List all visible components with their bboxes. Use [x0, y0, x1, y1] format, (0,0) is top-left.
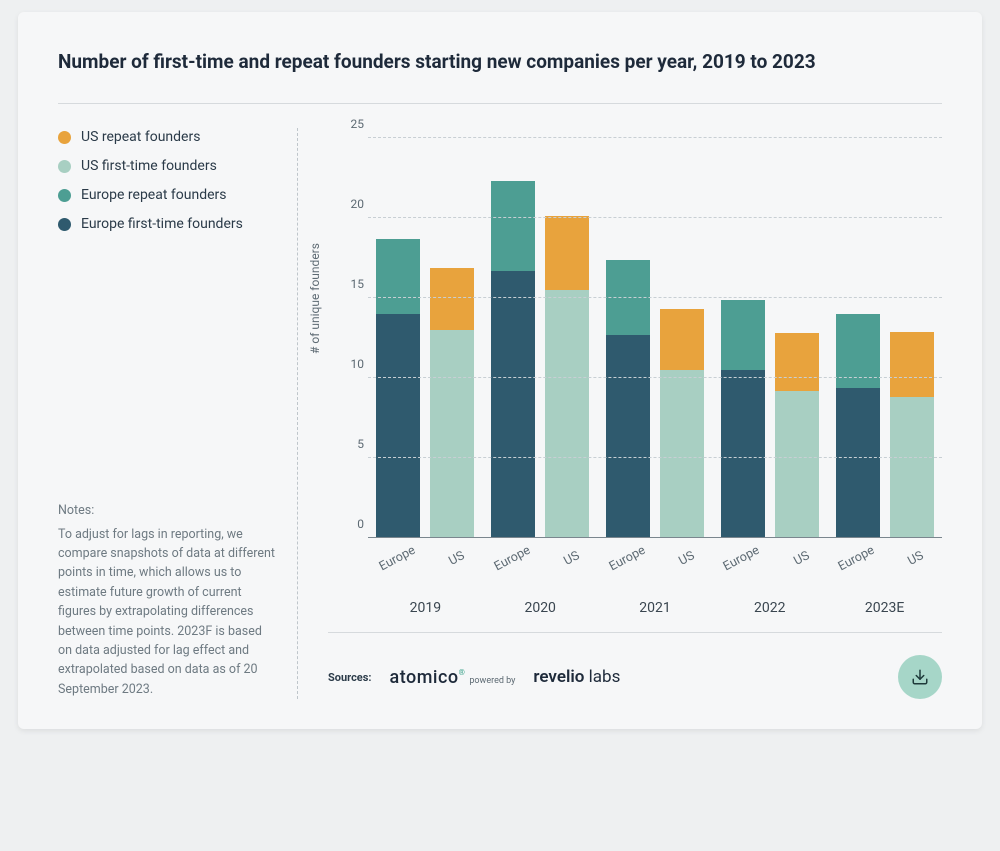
bar-segment-repeat: [545, 216, 589, 290]
brand-atomico: atomico® powered by: [390, 667, 516, 688]
x-category-label: Europe: [377, 543, 418, 574]
powered-by-label: powered by: [469, 676, 515, 686]
download-icon: [911, 668, 929, 686]
chart-wrap: # of unique founders EuropeUSEuropeUSEur…: [328, 128, 942, 616]
bar-segment-first: [660, 370, 704, 538]
chart-area: # of unique founders EuropeUSEuropeUSEur…: [298, 128, 942, 699]
bar-segment-repeat: [491, 181, 535, 271]
year-group: EuropeUS: [827, 138, 942, 538]
stacked-bar: [775, 333, 819, 538]
x-year-label: 2023E: [827, 600, 942, 616]
y-tick-label: 10: [340, 357, 364, 371]
gridline: [368, 537, 942, 538]
gridline: [368, 377, 942, 378]
notes-label: Notes:: [58, 501, 277, 520]
x-category-label: Europe: [606, 543, 647, 574]
y-tick-label: 0: [340, 517, 364, 531]
bar-segment-repeat: [430, 268, 474, 330]
legend-swatch: [58, 131, 71, 144]
legend-swatch: [58, 189, 71, 202]
stacked-bar: [376, 239, 420, 538]
bar-segment-first: [775, 391, 819, 538]
y-tick-label: 25: [340, 117, 364, 131]
x-year-label: 2019: [368, 600, 483, 616]
x-category-label: US: [676, 548, 697, 569]
gridline: [368, 137, 942, 138]
sources-label: Sources:: [328, 671, 372, 684]
gridline: [368, 457, 942, 458]
bar-segment-repeat: [721, 300, 765, 370]
year-group: EuropeUS: [598, 138, 713, 538]
x-category-label: US: [791, 548, 812, 569]
legend-label: Europe repeat founders: [81, 186, 227, 205]
legend-item: Europe first-time founders: [58, 215, 277, 234]
x-year-label: 2021: [598, 600, 713, 616]
y-tick-label: 15: [340, 277, 364, 291]
chart-title: Number of first-time and repeat founders…: [58, 50, 942, 73]
bar-segment-repeat: [376, 239, 420, 314]
plot-area: EuropeUSEuropeUSEuropeUSEuropeUSEuropeUS…: [368, 138, 942, 538]
legend-item: US first-time founders: [58, 157, 277, 176]
year-group: EuropeUS: [483, 138, 598, 538]
x-category-label: US: [906, 548, 927, 569]
bar-segment-repeat: [775, 333, 819, 391]
legend-item: US repeat founders: [58, 128, 277, 147]
x-year-label: 2020: [483, 600, 598, 616]
x-category-label: US: [447, 548, 468, 569]
stacked-bar: [836, 314, 880, 538]
stacked-bar: [491, 181, 535, 538]
chart-card: Number of first-time and repeat founders…: [18, 12, 982, 729]
notes-block: Notes: To adjust for lags in reporting, …: [58, 501, 277, 699]
stacked-bar: [430, 268, 474, 538]
atomico-logo: atomico®: [390, 667, 466, 688]
notes-text: To adjust for lags in reporting, we comp…: [58, 527, 275, 697]
y-tick-label: 20: [340, 197, 364, 211]
gridline: [368, 217, 942, 218]
y-axis-label: # of unique founders: [308, 243, 322, 354]
stacked-bar: [606, 260, 650, 538]
bar-segment-repeat: [890, 332, 934, 398]
bar-segment-first: [836, 388, 880, 538]
download-button[interactable]: [898, 655, 942, 699]
sidebar: US repeat founders US first-time founders…: [58, 128, 298, 699]
bar-segment-first: [376, 314, 420, 538]
bar-segment-first: [430, 330, 474, 538]
bar-segment-repeat: [660, 309, 704, 370]
x-category-label: Europe: [492, 543, 533, 574]
bar-segment-first: [606, 335, 650, 538]
legend-label: US first-time founders: [81, 157, 217, 176]
stacked-bar: [660, 309, 704, 538]
legend-swatch: [58, 160, 71, 173]
x-category-label: Europe: [721, 543, 762, 574]
legend-swatch: [58, 218, 71, 231]
x-category-label: Europe: [836, 543, 877, 574]
x-category-label: US: [561, 548, 582, 569]
footer-row: Sources: atomico® powered by revelio lab…: [328, 655, 942, 699]
stacked-bar: [890, 332, 934, 538]
bar-segment-first: [890, 397, 934, 538]
legend-label: US repeat founders: [81, 128, 200, 147]
legend: US repeat founders US first-time founders…: [58, 128, 277, 244]
x-axis-year-labels: 20192020202120222023E: [368, 600, 942, 616]
bar-segment-first: [721, 370, 765, 538]
bar-segment-first: [545, 290, 589, 538]
divider-top: [58, 103, 942, 104]
bars-container: EuropeUSEuropeUSEuropeUSEuropeUSEuropeUS: [368, 138, 942, 538]
legend-label: Europe first-time founders: [81, 215, 243, 234]
content-row: US repeat founders US first-time founders…: [58, 128, 942, 699]
divider-bottom: [328, 632, 942, 633]
stacked-bar: [721, 300, 765, 538]
bar-segment-first: [491, 271, 535, 538]
year-group: EuropeUS: [712, 138, 827, 538]
legend-item: Europe repeat founders: [58, 186, 277, 205]
gridline: [368, 297, 942, 298]
x-year-label: 2022: [712, 600, 827, 616]
year-group: EuropeUS: [368, 138, 483, 538]
y-tick-label: 5: [340, 437, 364, 451]
brand-revelio: revelio labs: [533, 667, 620, 687]
